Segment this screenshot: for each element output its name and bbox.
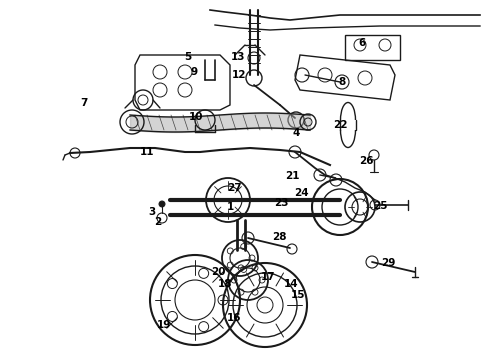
Text: 2: 2 (154, 217, 162, 227)
Text: 12: 12 (232, 70, 246, 80)
Text: 7: 7 (80, 98, 88, 108)
Text: 25: 25 (373, 201, 387, 211)
Text: 21: 21 (285, 171, 299, 181)
Text: 27: 27 (227, 183, 241, 193)
Text: 14: 14 (284, 279, 298, 289)
Text: 29: 29 (381, 258, 395, 268)
Text: 20: 20 (211, 267, 225, 277)
Text: 13: 13 (231, 52, 245, 62)
Text: 3: 3 (148, 207, 156, 217)
Text: 16: 16 (227, 313, 241, 323)
Text: 10: 10 (189, 112, 203, 122)
Text: 9: 9 (191, 67, 197, 77)
Text: 28: 28 (272, 232, 286, 242)
Circle shape (159, 201, 165, 207)
Text: 17: 17 (261, 272, 275, 282)
Text: 5: 5 (184, 52, 192, 62)
Text: 8: 8 (339, 77, 345, 87)
Text: 18: 18 (218, 279, 232, 289)
Text: 19: 19 (157, 320, 171, 330)
Text: 26: 26 (359, 156, 373, 166)
Text: 15: 15 (291, 290, 305, 300)
Text: 11: 11 (140, 147, 154, 157)
Text: 1: 1 (226, 202, 234, 212)
Text: 4: 4 (293, 128, 300, 138)
Text: 24: 24 (294, 188, 308, 198)
Text: 23: 23 (274, 198, 288, 208)
Text: 6: 6 (358, 38, 366, 48)
Text: 22: 22 (333, 120, 347, 130)
